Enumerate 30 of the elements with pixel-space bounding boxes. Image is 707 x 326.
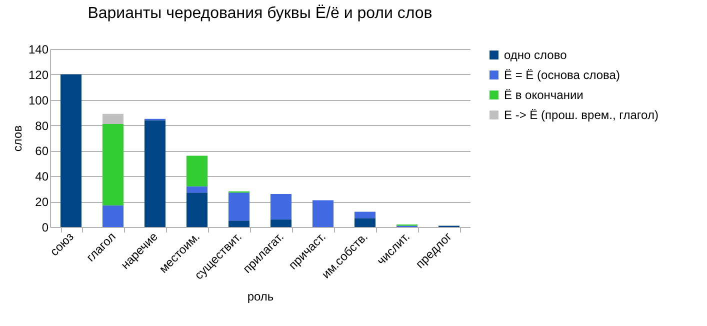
- chart-title: Варианты чередования буквы Ё/ё и роли слов: [88, 4, 432, 22]
- bar: [354, 218, 376, 227]
- legend-label: одно слово: [504, 48, 568, 62]
- y-tick-label: 80: [35, 118, 49, 133]
- bar: [270, 219, 292, 227]
- y-tick-label: 40: [35, 170, 49, 184]
- bar: [102, 205, 124, 227]
- bar: [60, 74, 82, 227]
- bar: [228, 220, 250, 227]
- bar: [186, 186, 208, 193]
- bar: [102, 114, 124, 124]
- y-tick-label: 120: [28, 68, 49, 82]
- bar: [354, 212, 376, 218]
- x-axis-title: роль: [247, 290, 274, 304]
- y-tick-label: 60: [35, 144, 49, 158]
- y-tick-label: 20: [35, 195, 49, 210]
- bar: [228, 192, 250, 221]
- legend-label: Ё в окончании: [504, 88, 584, 102]
- bar: [102, 124, 124, 206]
- y-tick-label: 100: [28, 93, 49, 108]
- bar: [312, 200, 334, 227]
- bar: [270, 194, 292, 220]
- bar: [186, 156, 208, 186]
- legend-label: Ё = Ё (основа слова): [504, 68, 620, 82]
- y-tick-label: 0: [42, 220, 49, 234]
- legend-label: Е -> Ё (прош. врем., глагол): [504, 108, 658, 122]
- bar: [144, 120, 166, 227]
- y-axis-title: слов: [10, 125, 24, 152]
- bar: [186, 192, 208, 227]
- y-tick-label: 140: [28, 42, 49, 56]
